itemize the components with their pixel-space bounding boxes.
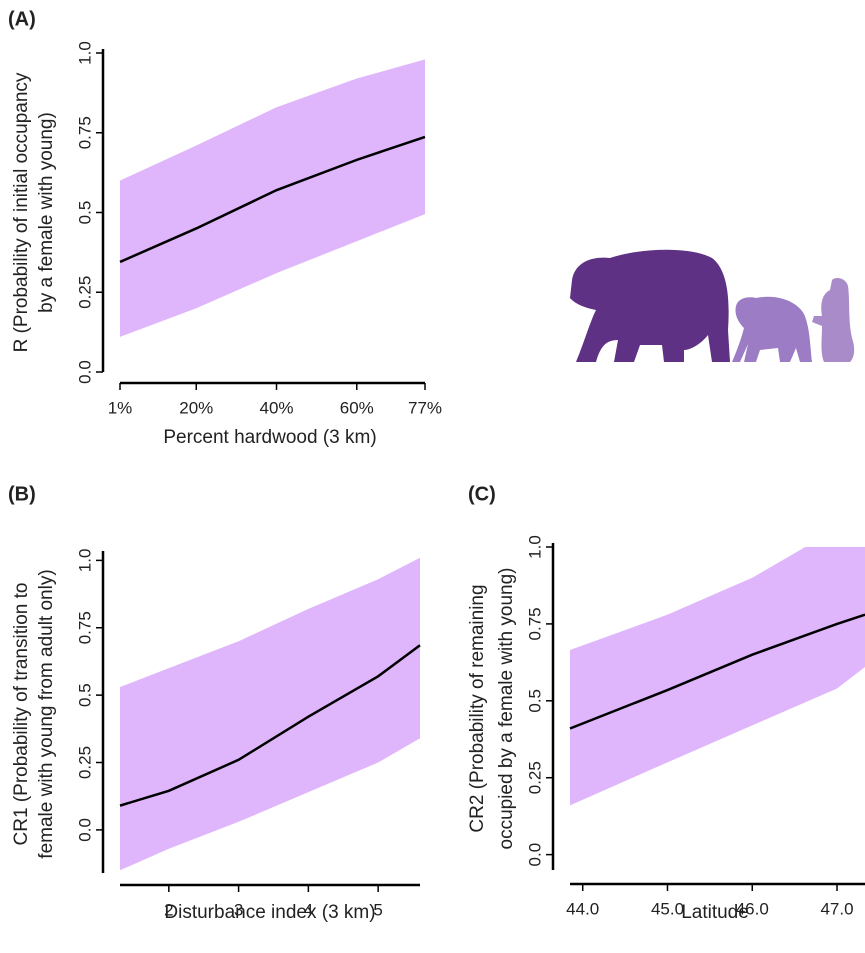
y-tick-label: 0.5 xyxy=(525,689,544,713)
panel-label: (A) xyxy=(8,8,36,30)
y-tick-label: 1.0 xyxy=(525,535,544,559)
y-tick-label: 0.25 xyxy=(75,746,94,779)
figure: 0.0 0.25 0.5 0.75 1.0 1% 20% 40% 60% 77% Percent h… xyxy=(0,0,865,953)
y-tick-label: 0.75 xyxy=(525,607,544,640)
bear-icons xyxy=(570,250,854,362)
confidence-band xyxy=(120,59,425,337)
y-tick-label: 1.0 xyxy=(75,41,94,65)
x-axis-label: Latitude xyxy=(681,902,749,923)
x-tick-label: 60% xyxy=(340,398,374,417)
x-tick-label: 1% xyxy=(108,398,133,417)
confidence-band xyxy=(570,519,865,805)
y-axis-label: R (Probability of initial occupancy xyxy=(11,72,32,352)
plot-area xyxy=(570,519,865,805)
y-axis-label: by a female with young) xyxy=(36,112,57,313)
x-tick-label: 47.0 xyxy=(820,899,853,918)
y-tick-label: 0.0 xyxy=(75,360,94,384)
y-tick-label: 0.0 xyxy=(525,843,544,867)
panel-label: (C) xyxy=(468,483,496,505)
plot-area xyxy=(120,59,425,337)
x-tick-label: 45.0 xyxy=(651,899,684,918)
x-axis-label: Disturbance index (3 km) xyxy=(164,902,375,923)
y-tick-label: 0.25 xyxy=(75,276,94,309)
y-axis-label: occupied by a female with young) xyxy=(496,568,517,850)
y-tick-label: 0.75 xyxy=(75,611,94,644)
panel-label: (B) xyxy=(8,483,36,505)
y-tick-label: 0.0 xyxy=(75,818,94,842)
y-axis-label: CR1 (Probability of transition to xyxy=(11,583,32,846)
x-tick-label: 77% xyxy=(408,398,442,417)
y-tick-label: 0.25 xyxy=(525,761,544,794)
chart-panel: 0.0 0.25 0.5 0.75 1.0 1% 20% 40% 60% 77% Percent h… xyxy=(8,8,442,448)
x-tick-label: 44.0 xyxy=(566,899,599,918)
x-tick-label: 20% xyxy=(179,398,213,417)
y-tick-label: 0.5 xyxy=(75,201,94,225)
y-tick-label: 0.75 xyxy=(75,116,94,149)
confidence-band xyxy=(120,558,420,871)
x-axis-label: Percent hardwood (3 km) xyxy=(163,427,376,448)
x-tick-label: 40% xyxy=(259,398,293,417)
y-tick-label: 1.0 xyxy=(75,549,94,573)
plot-area xyxy=(120,558,420,871)
y-axis-label: female with young from adult only) xyxy=(36,569,57,858)
y-axis-label: CR2 (Probability of remaining xyxy=(467,584,488,832)
y-tick-label: 0.5 xyxy=(75,683,94,707)
